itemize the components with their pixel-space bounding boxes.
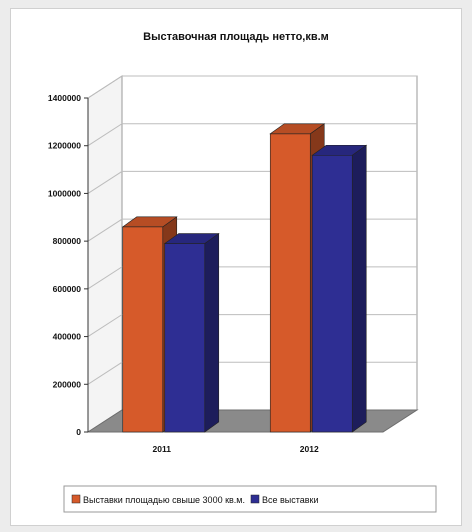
y-tick-label: 800000 <box>53 236 82 246</box>
gridline <box>87 75 417 99</box>
y-tick-label: 1400000 <box>48 93 81 103</box>
legend-item: Все выставки <box>250 494 319 505</box>
side-wall <box>87 75 123 433</box>
y-tick-label: 400000 <box>53 332 82 342</box>
x-tick-label: 2011 <box>153 444 172 454</box>
chart-title: Выставочная площадь нетто,кв.м <box>143 31 329 43</box>
legend-label: Выставки площадью свыше 3000 кв.м. <box>83 495 245 505</box>
x-tick-label: 2012 <box>300 444 319 454</box>
bar-2011-all-exhibitions <box>163 232 220 433</box>
y-tick-label: 200000 <box>53 379 82 389</box>
y-tick-label: 1200000 <box>48 141 81 151</box>
y-tick-label: 0 <box>76 427 81 437</box>
legend-swatch <box>250 494 260 504</box>
legend-box <box>63 485 437 513</box>
legend-item: Выставки площадью свыше 3000 кв.м. <box>71 494 245 505</box>
y-tick-label: 1000000 <box>48 188 81 198</box>
legend-swatch <box>71 494 81 504</box>
bar-2012-all-exhibitions <box>311 144 368 433</box>
legend-label: Все выставки <box>262 495 319 505</box>
y-tick-label: 600000 <box>53 284 82 294</box>
